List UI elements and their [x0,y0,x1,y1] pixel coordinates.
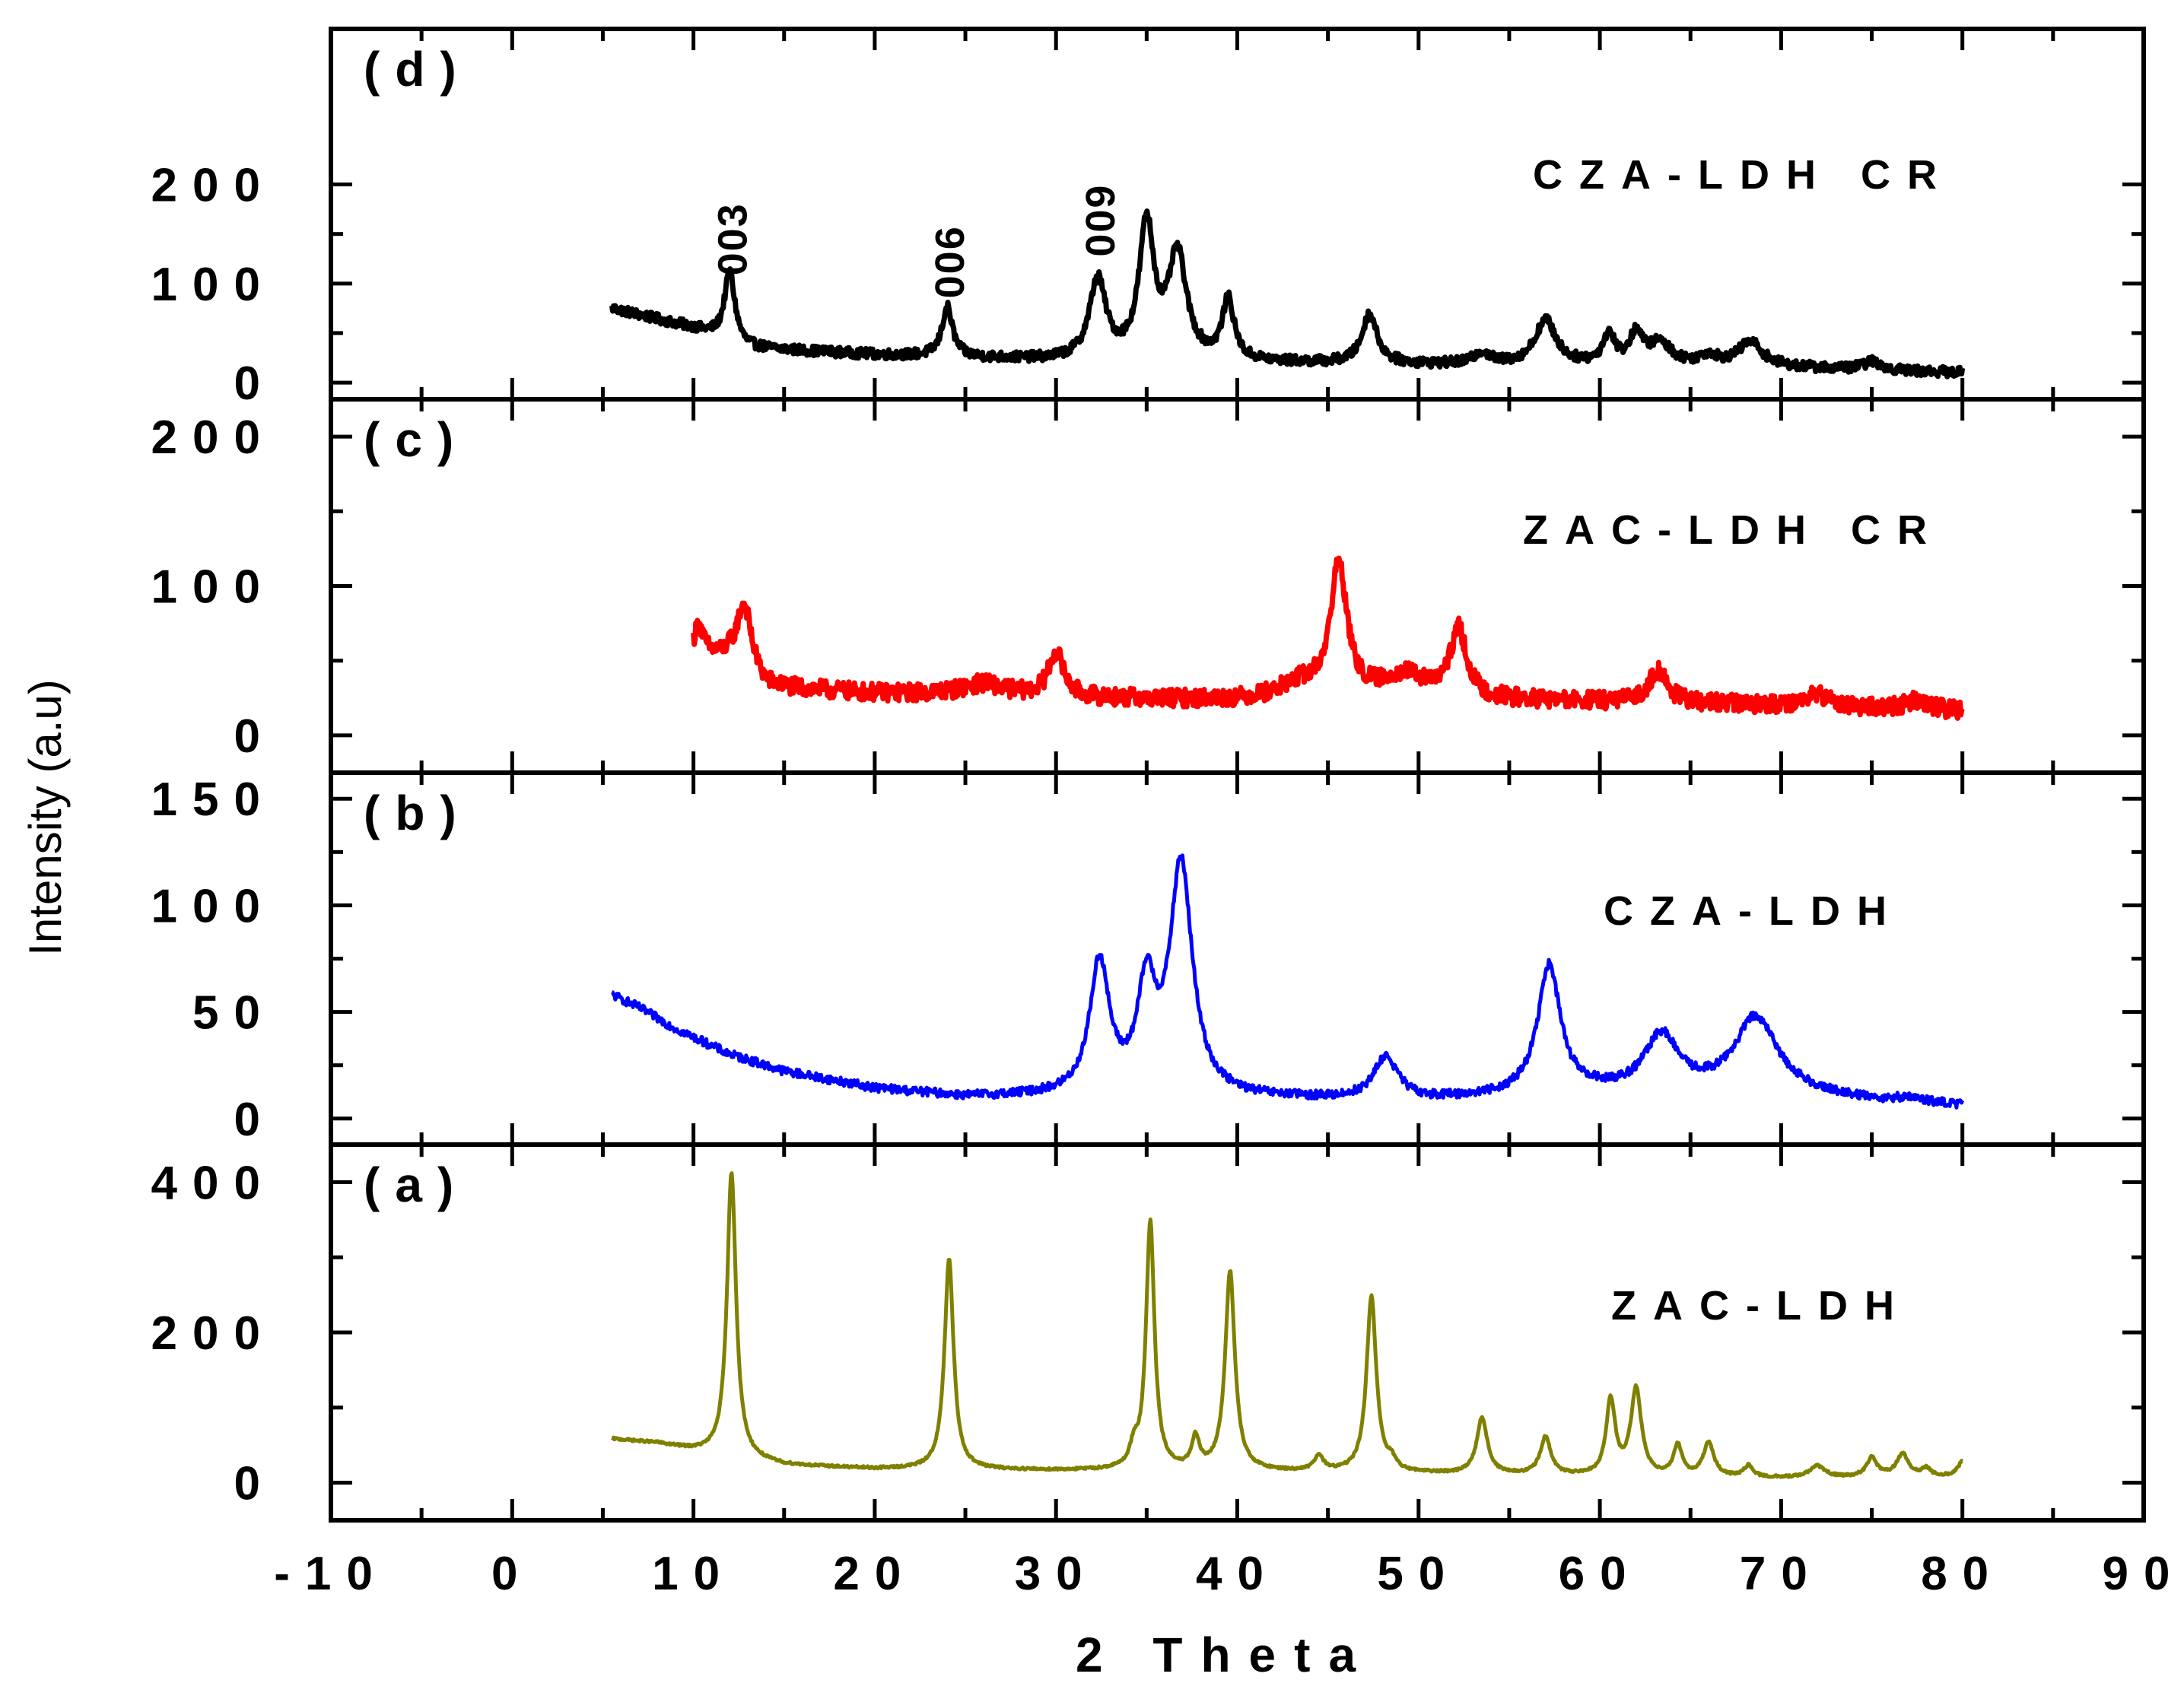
panels-group: 0 100 200 (d) CZA-LDH CR 003 006 009 0 100 200 (c) Z… [151,27,2146,1523]
x-tick-label: 90 [2103,1548,2184,1600]
y-tick-label: 400 [151,1157,275,1209]
x-axis-title: 2 Theta [1076,1628,1374,1682]
y-tick-label: 200 [151,411,275,464]
x-tick-label: 70 [1740,1548,1823,1600]
y-tick-label: 150 [151,773,275,826]
panel-d: 0 100 200 (d) CZA-LDH CR 003 006 009 [151,27,2146,410]
peak-index-label: 009 [1078,184,1124,257]
x-tick-label: 40 [1196,1548,1279,1600]
series-line [610,1171,1964,1479]
series-legend-label: ZAC-LDH CR [1523,507,1944,553]
series-line [691,555,1965,721]
panel-label: (b) [364,786,472,840]
y-tick-label: 50 [192,987,275,1040]
x-tick-label: 60 [1559,1548,1642,1600]
peak-index-label: 003 [710,202,755,275]
series-legend-label: CZA-LDH [1604,888,1903,934]
x-tick-label: 20 [833,1548,916,1600]
y-tick-label: 100 [151,259,275,311]
y-tick-label: 100 [151,880,275,932]
y-tick-label: 200 [151,160,275,212]
series-line [611,853,1965,1110]
x-tick-label: 10 [652,1548,735,1600]
peak-index-label: 006 [927,225,973,298]
x-tick-label: 80 [1921,1548,2004,1600]
x-tick-label: 50 [1377,1548,1460,1600]
x-axis: -10 0 10 20 30 40 50 60 70 80 90 [274,1548,2184,1600]
panel-c: 0 100 200 (c) ZAC-LDH CR [151,397,2146,775]
y-tick-label: 0 [234,357,275,410]
panel-a: 0 200 400 (a) ZAC-LDH [151,1142,2146,1523]
panel-b: 0 50 100 150 (b) CZA-LDH [151,770,2146,1147]
y-tick-label: 0 [234,1458,275,1510]
x-tick-label: 0 [491,1548,532,1600]
panel-label: (c) [364,412,469,467]
series-legend-label: CZA-LDH CR [1533,152,1954,198]
series-legend-label: ZAC-LDH [1611,1283,1911,1329]
series-line [609,208,1966,379]
x-tick-label: -10 [274,1548,388,1600]
y-tick-label: 0 [234,710,275,763]
y-axis-title: Intensity (a.u) [20,679,71,956]
panel-label: (a) [364,1158,469,1212]
y-tick-label: 0 [234,1094,275,1146]
panel-label: (d) [364,42,472,97]
y-tick-label: 200 [151,1307,275,1360]
x-tick-label: 30 [1015,1548,1098,1600]
y-tick-label: 100 [151,561,275,614]
